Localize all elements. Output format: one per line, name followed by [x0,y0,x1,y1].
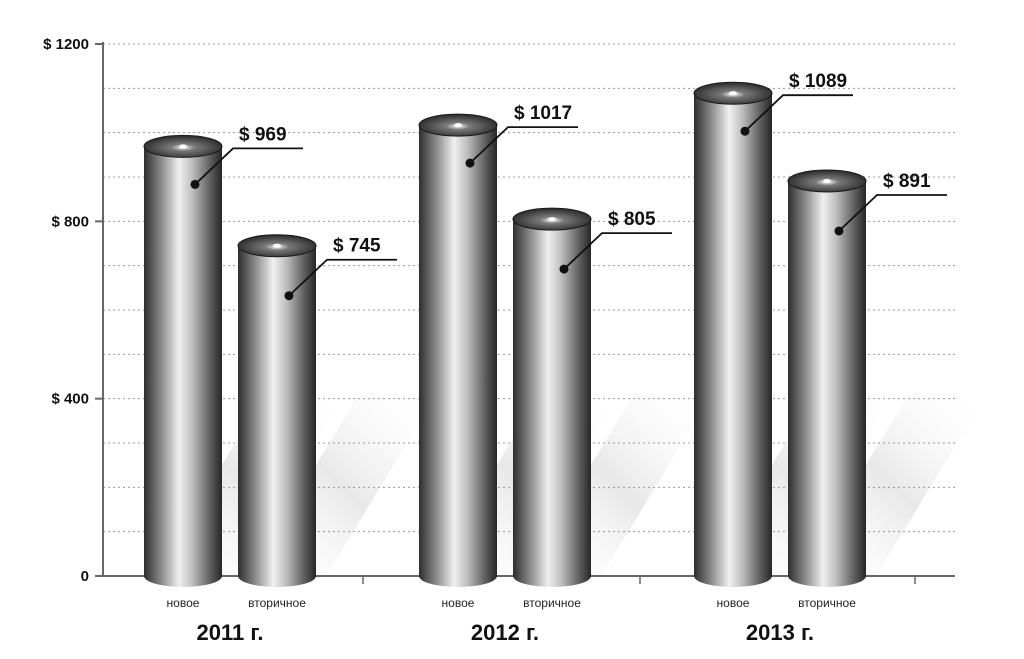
bar-0-2 [694,93,772,588]
value-label: $ 1017 [514,103,572,124]
series-label: новое [717,596,750,610]
callout-line [744,94,853,132]
x-axis-labels: новое вторичное 2011 г. новое вторичное 2012 … [167,596,857,645]
bar-top-glint [273,243,281,248]
value-label: $ 805 [608,209,656,230]
series-label: вторичное [248,596,306,610]
series-label: вторичное [798,596,856,610]
bar-top-glint [729,91,737,96]
callout-line [194,147,303,186]
value-label: $ 891 [883,171,931,192]
series-label: новое [167,596,200,610]
y-tick-label: $ 800 [51,213,89,230]
bar-top-glint [454,123,462,128]
bar-1-1 [513,219,591,587]
bar-0-1 [419,125,497,587]
bar-top-glint [179,144,187,149]
callout-line [563,232,672,270]
category-label: 2011 г. [197,620,264,645]
category-label: 2012 г. [471,620,539,645]
bars [143,81,867,588]
bar-top-glint [548,217,556,222]
value-label: $ 1089 [789,71,847,92]
value-labels: $ 969 $ 745 $ 1017 $ 805 $ 1089 $ 891 [190,71,947,301]
callout-line [838,194,947,232]
y-tick-label: $ 1200 [43,36,89,53]
y-tick-label: 0 [81,568,89,585]
y-axis-ticks: 0 $ 400 $ 800 $ 1200 [43,36,103,585]
value-label: $ 745 [333,236,381,257]
callout-line [469,126,578,164]
bar-top-glint [823,178,831,183]
bar-1-0 [238,245,316,587]
category-label: 2013 г. [746,620,814,645]
callout-line [288,258,397,297]
y-tick-label: $ 400 [51,391,89,408]
bar-1-2 [788,180,866,588]
bar-0-0 [144,146,222,587]
series-label: новое [442,596,475,610]
series-label: вторичное [523,596,581,610]
value-label: $ 969 [239,124,287,145]
